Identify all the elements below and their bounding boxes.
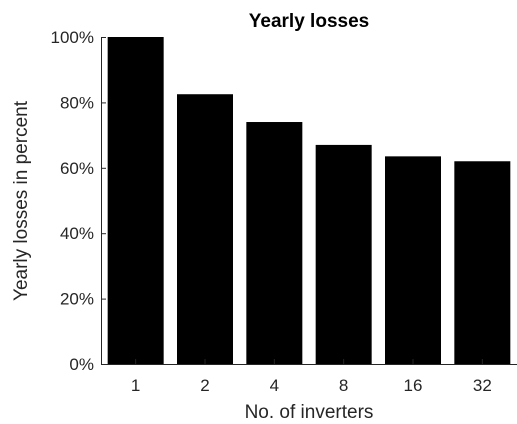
y-tick-label: 60% — [60, 159, 94, 178]
bar-2 — [177, 94, 233, 364]
bar-8 — [315, 144, 372, 364]
chart-title: Yearly losses — [249, 11, 369, 32]
x-tick-label: 2 — [200, 376, 209, 395]
x-tick-label: 8 — [339, 376, 348, 395]
y-tick-label: 100% — [51, 28, 94, 47]
y-tick-label: 80% — [60, 93, 94, 112]
x-axis-label: No. of inverters — [245, 402, 374, 423]
x-tick-label: 16 — [404, 376, 423, 395]
bars-group — [107, 37, 511, 365]
y-axis-label: Yearly losses in percent — [11, 100, 32, 301]
y-tick-labels: 0% 20% 40% 60% 80% 100% — [51, 28, 94, 374]
bar-16 — [385, 156, 441, 364]
x-tick-label: 1 — [131, 376, 140, 395]
y-tick-label: 40% — [60, 224, 94, 243]
x-tick-label: 32 — [473, 376, 492, 395]
x-tick-labels: 1 2 4 8 16 32 — [131, 376, 492, 395]
axes-group — [101, 37, 517, 365]
bar-1 — [107, 37, 164, 364]
y-tick-label: 20% — [60, 290, 94, 309]
bar-32 — [454, 161, 511, 364]
plot-area — [101, 37, 517, 364]
y-tick-label: 0% — [69, 355, 94, 374]
bar-4 — [246, 122, 303, 365]
x-tick-label: 4 — [270, 376, 279, 395]
